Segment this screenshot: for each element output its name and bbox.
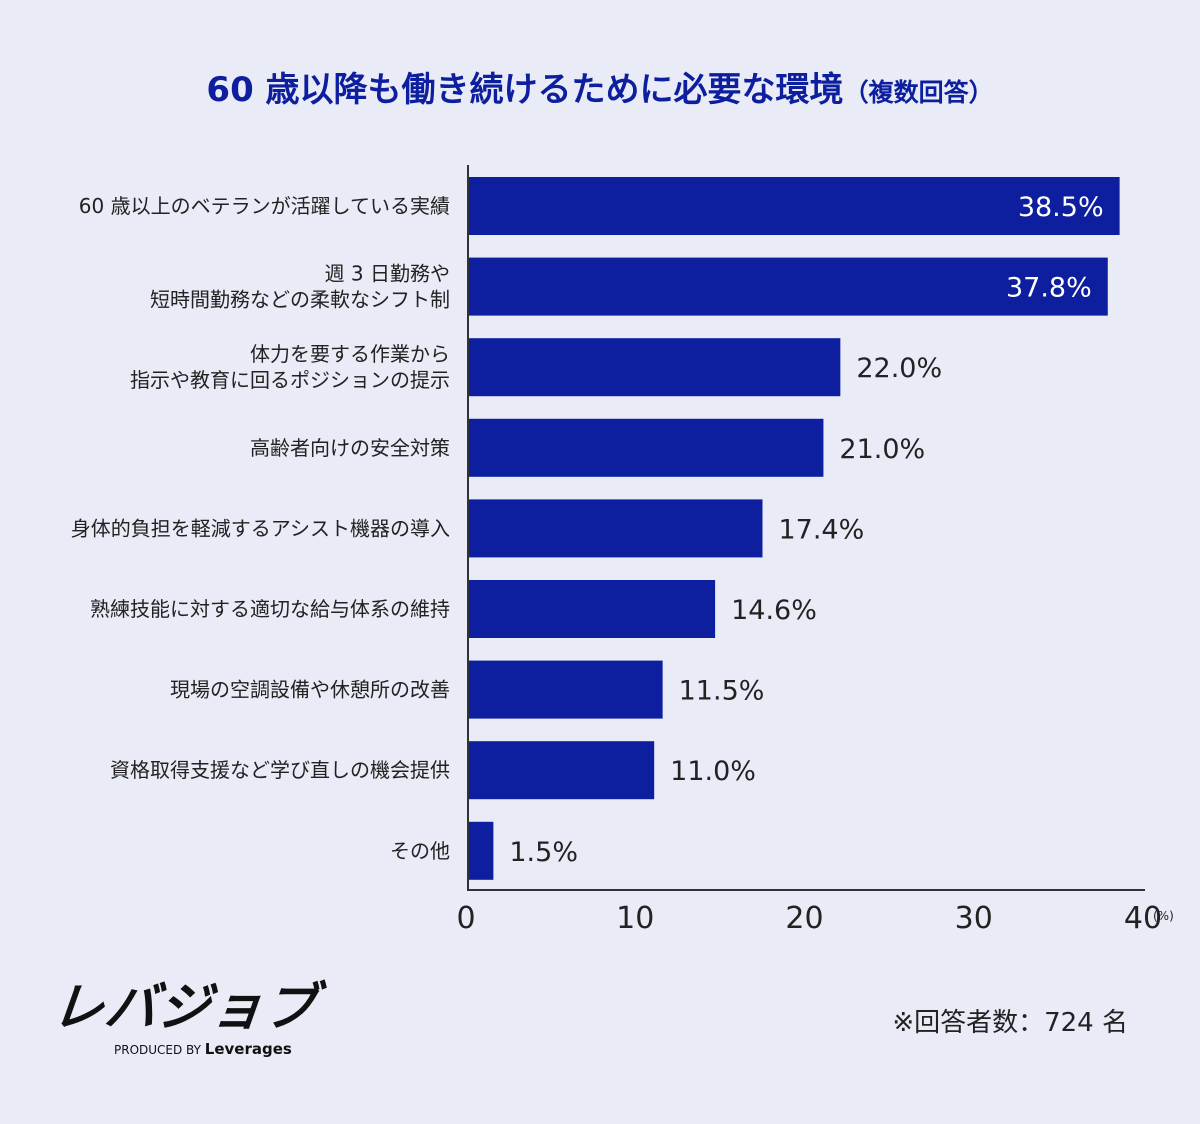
category-label-line-2-1: 指示や教育に回るポジションの提示	[130, 368, 450, 392]
category-label-8: その他	[390, 839, 450, 863]
logo-produced-by-text: PRODUCED BY	[114, 1043, 201, 1057]
x-tick-label-3: 30	[955, 901, 993, 936]
bars-layer	[468, 177, 1120, 880]
bar-8	[468, 821, 494, 880]
chart-title: 60 歳以降も働き続けるために必要な環境（複数回答）	[0, 62, 1200, 111]
category-label-1: 週 3 日勤務や短時間勤務などの柔軟なシフト制	[150, 262, 450, 312]
bar-0	[468, 177, 1120, 235]
value-label-4: 17.4%	[778, 514, 864, 545]
x-tick-label-1: 10	[616, 901, 654, 936]
bar-2	[468, 338, 841, 397]
category-label-0: 60 歳以上のベテランが活躍している実績	[79, 194, 450, 218]
bar-3	[468, 418, 824, 477]
x-tick-label-4: 40	[1124, 901, 1162, 936]
logo-brand-name: Leverages	[204, 1040, 292, 1058]
value-label-6: 11.5%	[679, 676, 765, 707]
category-label-4: 身体的負担を軽減するアシスト機器の導入	[71, 516, 450, 540]
value-label-8: 1.5%	[509, 837, 578, 868]
bar-1	[468, 257, 1108, 316]
value-label-5: 14.6%	[731, 595, 817, 626]
logo-produced-by: PRODUCED BY Leverages	[114, 1040, 312, 1058]
x-tick-labels-layer: 0 10 20 30 40	[456, 901, 1162, 936]
x-tick-label-2: 20	[785, 901, 823, 936]
category-label-line-7-0: 資格取得支援など学び直しの機会提供	[110, 758, 450, 782]
category-label-line-6-0: 現場の空調設備や休憩所の改善	[170, 678, 450, 702]
respondent-note: ※回答者数：724 名	[892, 1008, 1128, 1038]
category-label-line-1-0: 週 3 日勤務や	[325, 262, 450, 286]
value-label-7: 11.0%	[670, 756, 756, 787]
category-label-5: 熟練技能に対する適切な給与体系の維持	[90, 597, 450, 621]
x-tick-label-0: 0	[456, 901, 475, 936]
value-label-3: 21.0%	[839, 434, 925, 465]
category-label-2: 体力を要する作業から指示や教育に回るポジションの提示	[130, 342, 450, 392]
bar-5	[468, 580, 716, 638]
brand-logo: レバジョブ PRODUCED BY Leverages	[48, 978, 321, 1058]
category-label-line-5-0: 熟練技能に対する適切な給与体系の維持	[90, 597, 450, 621]
category-label-line-4-0: 身体的負担を軽減するアシスト機器の導入	[71, 516, 450, 540]
category-label-line-8-0: その他	[390, 839, 450, 863]
category-label-6: 現場の空調設備や休憩所の改善	[170, 678, 450, 702]
chart-title-main: 60 歳以降も働き続けるために必要な環境	[206, 70, 844, 110]
category-label-3: 高齢者向けの安全対策	[250, 436, 450, 460]
category-label-line-3-0: 高齢者向けの安全対策	[250, 436, 450, 460]
bar-4	[468, 499, 763, 558]
value-label-2: 22.0%	[856, 353, 942, 384]
category-label-7: 資格取得支援など学び直しの機会提供	[110, 758, 450, 782]
value-label-1: 37.8%	[1006, 273, 1092, 304]
category-label-line-1-1: 短時間勤務などの柔軟なシフト制	[150, 288, 450, 312]
value-labels-layer: 38.5% 37.8% 22.0% 21.0% 17.4% 14.6% 11.5% 11.0%…	[509, 192, 1103, 868]
bar-6	[468, 660, 663, 719]
category-label-line-0-0: 60 歳以上のベテランが活躍している実績	[79, 194, 450, 218]
value-label-0: 38.5%	[1018, 192, 1104, 223]
chart-subtitle: （複数回答）	[843, 78, 994, 107]
bar-7	[468, 741, 655, 800]
category-label-line-2-0: 体力を要する作業から	[250, 342, 450, 366]
x-unit-label: (%)	[1153, 909, 1174, 923]
logo-wordmark: レバジョブ	[48, 978, 321, 1038]
